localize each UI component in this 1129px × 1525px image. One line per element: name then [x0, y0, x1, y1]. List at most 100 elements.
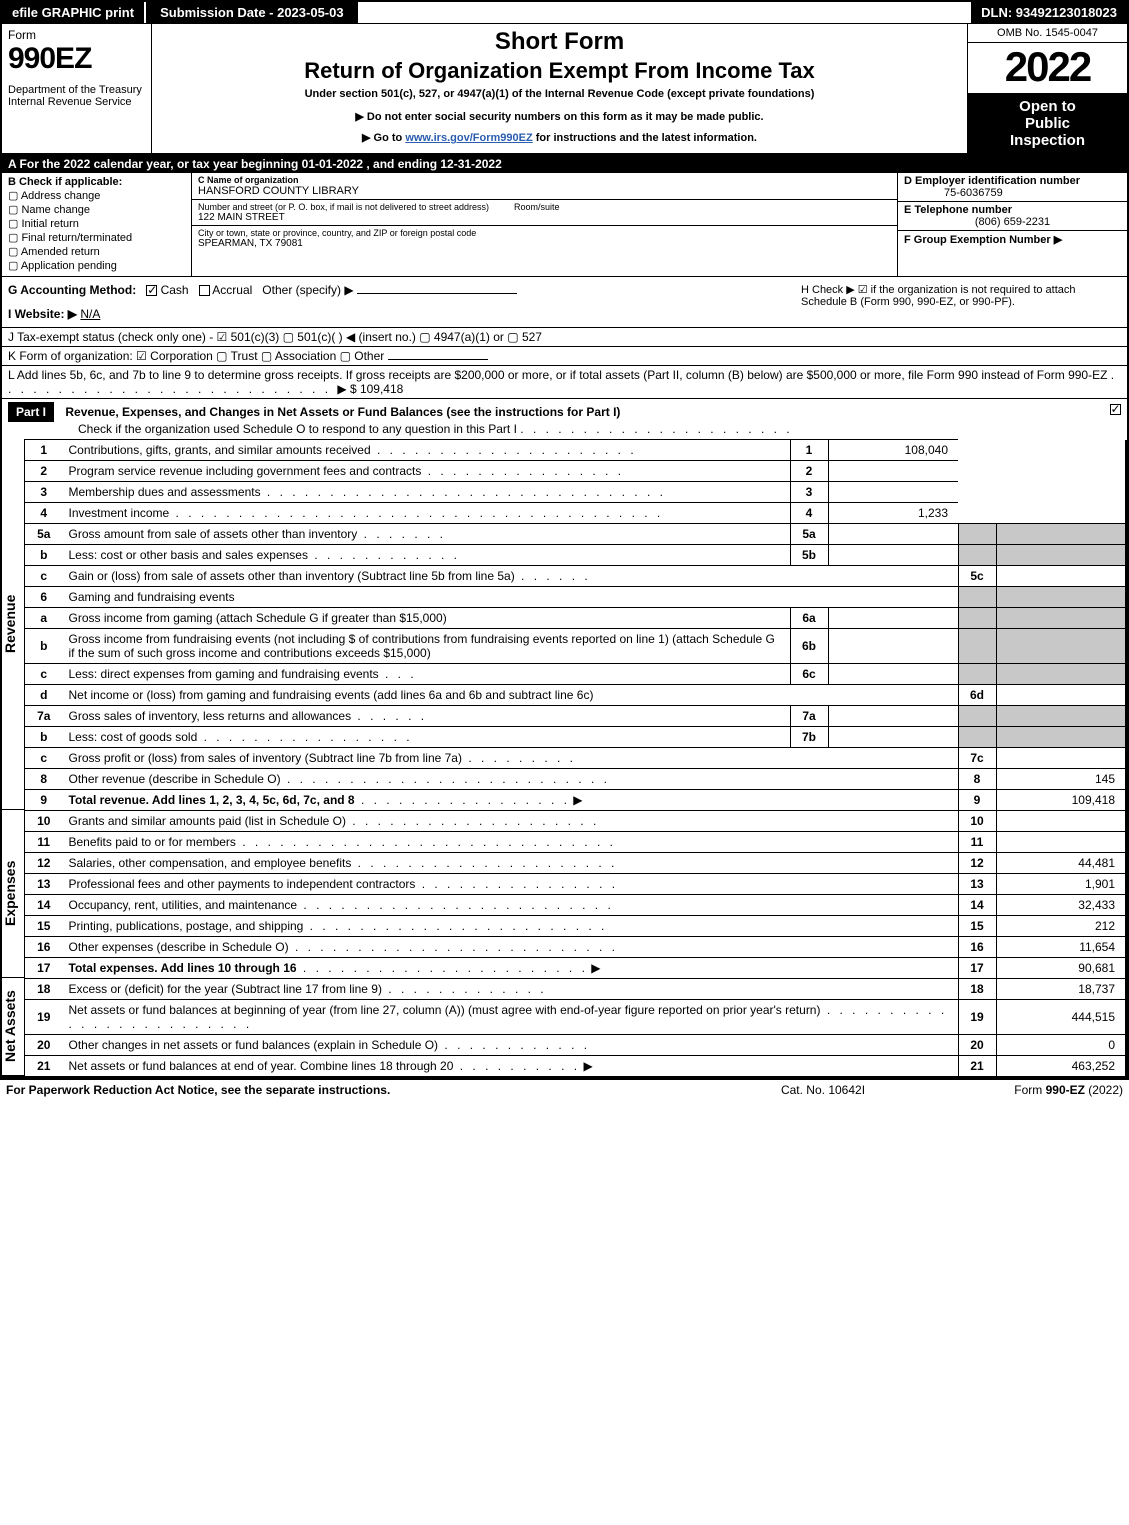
tax-year: 2022: [968, 43, 1127, 94]
return-title: Return of Organization Exempt From Incom…: [304, 58, 815, 84]
line-5a: 5aGross amount from sale of assets other…: [25, 524, 1127, 545]
form-word: Form: [8, 28, 145, 42]
under-section-note: Under section 501(c), 527, or 4947(a)(1)…: [305, 88, 815, 100]
chk-cash[interactable]: [146, 285, 157, 296]
line-9: 9Total revenue. Add lines 1, 2, 3, 4, 5c…: [25, 790, 1127, 811]
goto-instructions: ▶ Go to www.irs.gov/Form990EZ for instru…: [362, 131, 757, 144]
goto-pre: ▶ Go to: [362, 132, 405, 144]
omb-number: OMB No. 1545-0047: [968, 24, 1127, 43]
b-label: B Check if applicable:: [8, 176, 185, 188]
line-20: 20Other changes in net assets or fund ba…: [25, 1035, 1127, 1056]
part-1-badge: Part I: [8, 402, 54, 422]
line-13: 13Professional fees and other payments t…: [25, 874, 1127, 895]
footer-form-id: Form 990-EZ (2022): [923, 1083, 1123, 1097]
h-schedule-b: H Check ▶ ☑ if the organization is not r…: [801, 283, 1121, 321]
line-6b: bGross income from fundraising events (n…: [25, 629, 1127, 664]
col-def: D Employer identification number 75-6036…: [897, 173, 1127, 276]
line-14: 14Occupancy, rent, utilities, and mainte…: [25, 895, 1127, 916]
line-4: 4Investment income . . . . . . . . . . .…: [25, 503, 1127, 524]
header-center: Short Form Return of Organization Exempt…: [152, 24, 967, 153]
line-6a: aGross income from gaming (attach Schedu…: [25, 608, 1127, 629]
part-1-check-note: Check if the organization used Schedule …: [8, 422, 517, 436]
part-1-heading: Revenue, Expenses, and Changes in Net As…: [65, 405, 620, 419]
chk-name-change[interactable]: Name change: [8, 203, 185, 216]
telephone-value: (806) 659-2231: [904, 216, 1121, 228]
col-c-name-address: C Name of organization HANSFORD COUNTY L…: [192, 173, 897, 276]
expenses-table: 10Grants and similar amounts paid (list …: [24, 810, 1127, 978]
chk-amended-return[interactable]: Amended return: [8, 245, 185, 258]
row-l-gross-receipts: L Add lines 5b, 6c, and 7b to line 9 to …: [0, 365, 1129, 398]
city-state-zip: SPEARMAN, TX 79081: [198, 238, 891, 249]
line-19: 19Net assets or fund balances at beginni…: [25, 1000, 1127, 1035]
line-6c: cLess: direct expenses from gaming and f…: [25, 664, 1127, 685]
net-assets-table: 18Excess or (deficit) for the year (Subt…: [24, 978, 1127, 1076]
form-number: 990EZ: [8, 42, 145, 76]
form-header: Form 990EZ Department of the Treasury In…: [0, 23, 1129, 155]
e-label: E Telephone number: [904, 204, 1121, 216]
dln-label: DLN: 93492123018023: [971, 2, 1127, 23]
website-value: N/A: [80, 307, 100, 321]
revenue-table: 1Contributions, gifts, grants, and simil…: [24, 439, 1127, 810]
c-label: C Name of organization: [198, 175, 891, 185]
chk-application-pending[interactable]: Application pending: [8, 259, 185, 272]
open-line-3: Inspection: [968, 132, 1127, 149]
organization-name: HANSFORD COUNTY LIBRARY: [198, 185, 891, 197]
chk-address-change[interactable]: Address change: [8, 189, 185, 202]
line-10: 10Grants and similar amounts paid (list …: [25, 811, 1127, 832]
side-label-net-assets: Net Assets: [2, 978, 24, 1076]
line-12: 12Salaries, other compensation, and empl…: [25, 853, 1127, 874]
row-k-form-of-org: K Form of organization: ☑ Corporation ▢ …: [0, 346, 1129, 365]
side-label-expenses: Expenses: [2, 810, 24, 978]
l-text: L Add lines 5b, 6c, and 7b to line 9 to …: [8, 368, 1107, 382]
i-website: I Website: ▶ N/A: [8, 307, 801, 321]
street-label: Number and street (or P. O. box, if mail…: [198, 202, 891, 212]
line-8: 8Other revenue (describe in Schedule O) …: [25, 769, 1127, 790]
line-6: 6Gaming and fundraising events: [25, 587, 1127, 608]
line-6d: dNet income or (loss) from gaming and fu…: [25, 685, 1127, 706]
line-15: 15Printing, publications, postage, and s…: [25, 916, 1127, 937]
line-1: 1Contributions, gifts, grants, and simil…: [25, 440, 1127, 461]
efile-print-button[interactable]: efile GRAPHIC print: [2, 2, 146, 23]
side-label-revenue: Revenue: [2, 439, 24, 810]
d-label: D Employer identification number: [904, 175, 1121, 187]
irs-link[interactable]: www.irs.gov/Form990EZ: [405, 132, 532, 144]
line-18: 18Excess or (deficit) for the year (Subt…: [25, 979, 1127, 1000]
part-1-header: Part I Revenue, Expenses, and Changes in…: [0, 398, 1129, 439]
line-21: 21Net assets or fund balances at end of …: [25, 1056, 1127, 1077]
line-5b: bLess: cost or other basis and sales exp…: [25, 545, 1127, 566]
open-to-public-badge: Open to Public Inspection: [968, 94, 1127, 153]
open-line-2: Public: [968, 115, 1127, 132]
goto-post: for instructions and the latest informat…: [533, 132, 757, 144]
footer-catalog: Cat. No. 10642I: [723, 1083, 923, 1097]
chk-initial-return[interactable]: Initial return: [8, 217, 185, 230]
info-block: B Check if applicable: Address change Na…: [0, 173, 1129, 276]
l-amount: ▶ $ 109,418: [337, 382, 403, 396]
short-form-title: Short Form: [495, 28, 624, 56]
line-5c: cGain or (loss) from sale of assets othe…: [25, 566, 1127, 587]
footer-paperwork: For Paperwork Reduction Act Notice, see …: [6, 1083, 723, 1097]
top-bar: efile GRAPHIC print Submission Date - 20…: [0, 0, 1129, 23]
line-2: 2Program service revenue including gover…: [25, 461, 1127, 482]
line-11: 11Benefits paid to or for members . . . …: [25, 832, 1127, 853]
chk-final-return[interactable]: Final return/terminated: [8, 231, 185, 244]
page-footer: For Paperwork Reduction Act Notice, see …: [0, 1078, 1129, 1100]
line-7b: bLess: cost of goods sold . . . . . . . …: [25, 727, 1127, 748]
open-line-1: Open to: [968, 98, 1127, 115]
f-label: F Group Exemption Number ▶: [904, 233, 1121, 246]
chk-accrual[interactable]: [199, 285, 210, 296]
ssn-warning: ▶ Do not enter social security numbers o…: [355, 110, 763, 123]
row-a-tax-year: A For the 2022 calendar year, or tax yea…: [0, 155, 1129, 173]
row-g-h: G Accounting Method: Cash Accrual Other …: [0, 276, 1129, 327]
g-accounting-method: G Accounting Method: Cash Accrual Other …: [8, 283, 801, 297]
chk-schedule-o-used[interactable]: [1110, 404, 1121, 415]
department-label: Department of the Treasury Internal Reve…: [8, 84, 145, 108]
header-right: OMB No. 1545-0047 2022 Open to Public In…: [967, 24, 1127, 153]
street-address: 122 MAIN STREET: [198, 212, 891, 223]
col-b-checkboxes: B Check if applicable: Address change Na…: [2, 173, 192, 276]
row-j-tax-exempt: J Tax-exempt status (check only one) - ☑…: [0, 327, 1129, 346]
line-7a: 7aGross sales of inventory, less returns…: [25, 706, 1127, 727]
submission-date-label: Submission Date - 2023-05-03: [146, 2, 358, 23]
city-label: City or town, state or province, country…: [198, 228, 891, 238]
ein-value: 75-6036759: [904, 187, 1121, 199]
line-17: 17Total expenses. Add lines 10 through 1…: [25, 958, 1127, 979]
